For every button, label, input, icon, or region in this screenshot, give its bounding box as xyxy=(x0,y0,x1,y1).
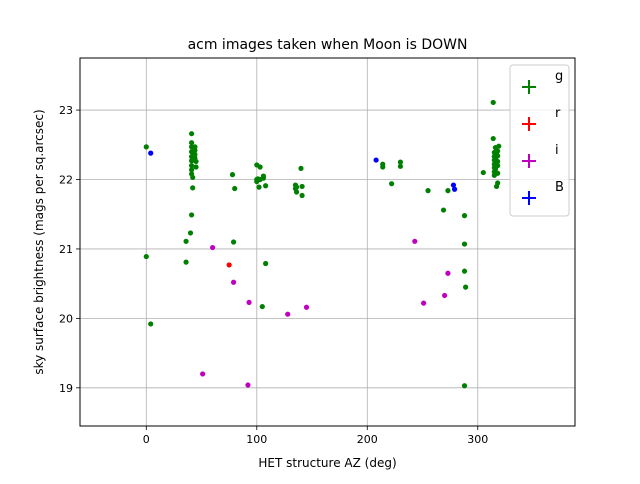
data-point-g xyxy=(397,163,404,169)
data-point-B xyxy=(451,186,458,192)
data-point-g xyxy=(143,144,149,150)
data-point-g xyxy=(192,144,198,150)
data-point-g xyxy=(397,159,404,165)
data-point-i xyxy=(303,304,310,310)
legend-label-r: r xyxy=(555,106,561,121)
data-point-g xyxy=(461,383,468,389)
data-point-g xyxy=(445,188,451,194)
y-axis-label: sky surface brightness (mags per sq.arcs… xyxy=(32,109,46,374)
data-point-g xyxy=(190,185,196,191)
data-point-g xyxy=(188,140,195,146)
legend-entry-g: g xyxy=(522,69,563,94)
data-point-g xyxy=(188,163,195,169)
data-point-g xyxy=(299,192,305,199)
data-point-g xyxy=(293,189,300,195)
data-point-g xyxy=(463,284,469,290)
data-point-i xyxy=(200,371,206,377)
data-point-i xyxy=(412,238,418,244)
data-point-g xyxy=(188,212,195,218)
data-point-g xyxy=(143,253,149,260)
data-point-g xyxy=(461,268,468,274)
legend-frame xyxy=(509,64,570,217)
data-point-g xyxy=(193,158,199,165)
data-point-i xyxy=(230,279,237,285)
x-tick-label: 0 xyxy=(143,433,150,446)
x-tick-label: 300 xyxy=(467,433,488,446)
data-point-g xyxy=(293,184,300,190)
data-point-B xyxy=(373,157,379,163)
data-point-g xyxy=(259,303,265,310)
data-point-g xyxy=(257,164,263,170)
data-point-g xyxy=(193,164,199,170)
data-point-i xyxy=(245,382,251,388)
data-point-g xyxy=(148,321,154,327)
data-point-i xyxy=(285,311,291,317)
data-point-g xyxy=(183,238,189,244)
data-point-g xyxy=(188,131,195,137)
data-point-g xyxy=(299,183,305,190)
data-point-g xyxy=(183,259,189,265)
data-points xyxy=(143,99,502,389)
data-point-g xyxy=(440,207,447,213)
chart-title: acm images taken when Moon is DOWN xyxy=(188,37,468,53)
y-tick-label: 20 xyxy=(59,312,73,325)
data-point-g xyxy=(260,173,267,179)
data-point-g xyxy=(495,148,501,154)
data-point-g xyxy=(490,135,496,142)
y-tick-label: 22 xyxy=(59,174,73,187)
data-point-g xyxy=(490,99,496,106)
data-point-g xyxy=(187,230,194,236)
data-point-g xyxy=(461,241,468,247)
data-point-B xyxy=(148,150,154,156)
legend: g r i B xyxy=(509,64,570,217)
x-tick-label: 100 xyxy=(246,433,267,446)
data-point-i xyxy=(445,270,451,276)
y-tick-label: 23 xyxy=(59,104,73,117)
y-tick-label: 21 xyxy=(59,243,73,256)
data-point-g xyxy=(496,143,502,149)
x-axis-label: HET structure AZ (deg) xyxy=(258,456,396,470)
legend-entry-r: r xyxy=(522,106,561,131)
legend-entry-i: i xyxy=(522,143,559,168)
x-tick-label: 200 xyxy=(357,433,378,446)
legend-entry-B: B xyxy=(522,180,564,205)
legend-label-g: g xyxy=(555,69,563,84)
data-point-g xyxy=(192,151,198,158)
axis-ticks: 0 100 200 300 19 20 21 22 23 xyxy=(59,104,488,446)
data-point-g xyxy=(298,165,304,171)
data-point-g xyxy=(495,170,501,176)
data-point-g xyxy=(495,158,501,165)
data-point-g xyxy=(190,174,196,181)
data-point-g xyxy=(256,184,262,190)
y-tick-label: 19 xyxy=(59,382,73,395)
grid xyxy=(80,58,575,426)
data-point-g xyxy=(461,213,468,219)
data-point-g xyxy=(263,183,269,189)
data-point-g xyxy=(480,169,486,176)
data-point-g xyxy=(263,260,269,267)
plot-frame xyxy=(79,57,576,427)
data-point-i xyxy=(209,244,216,251)
data-point-g xyxy=(230,239,237,245)
data-point-g xyxy=(229,172,236,178)
data-point-g xyxy=(495,163,501,169)
data-point-g xyxy=(188,167,195,173)
data-point-g xyxy=(232,185,238,192)
data-point-i xyxy=(421,300,427,306)
data-point-i xyxy=(442,292,448,299)
data-point-g xyxy=(495,180,501,186)
data-point-g xyxy=(388,181,395,187)
data-point-B xyxy=(450,182,457,188)
data-point-g xyxy=(425,188,431,194)
data-point-i xyxy=(246,299,252,306)
data-point-g xyxy=(495,153,501,159)
legend-label-i: i xyxy=(555,143,559,158)
legend-label-B: B xyxy=(555,180,564,195)
data-point-r xyxy=(226,262,232,268)
data-point-g xyxy=(380,164,386,170)
